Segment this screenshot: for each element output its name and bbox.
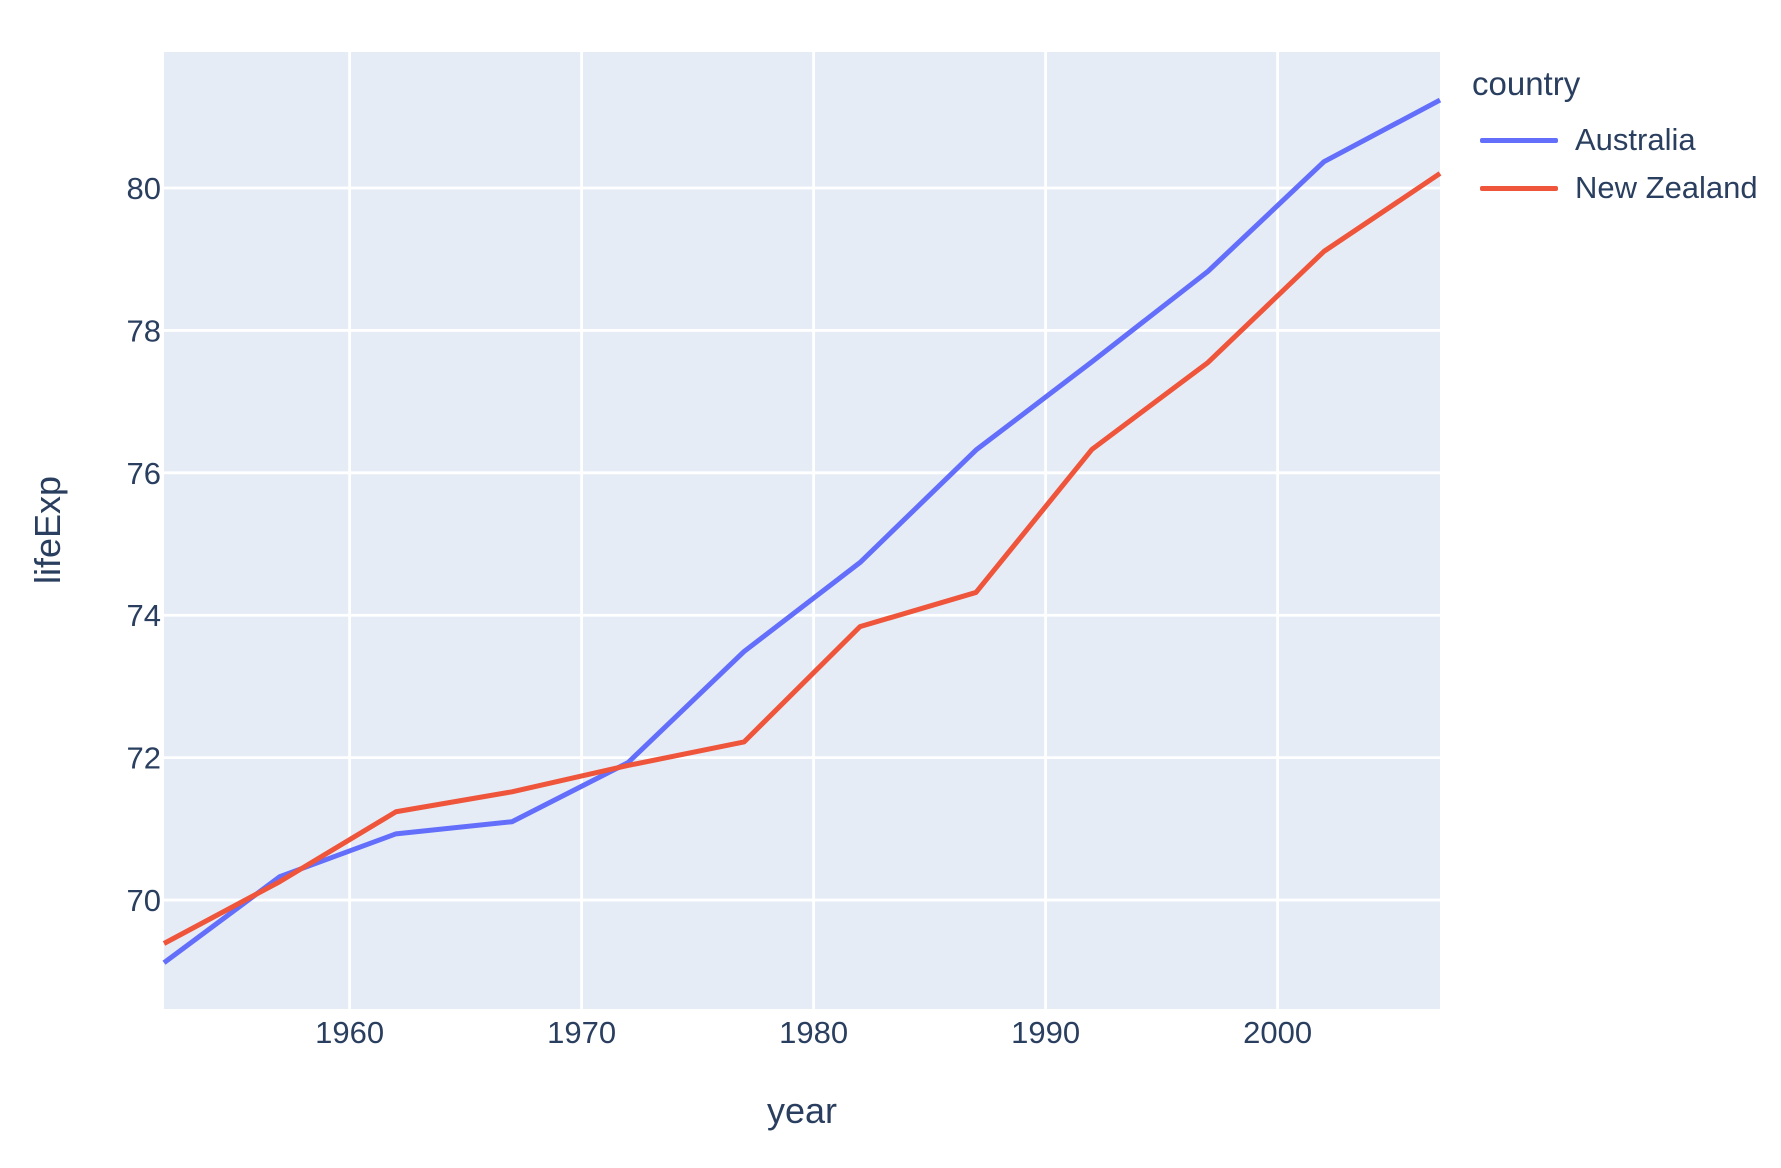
legend-label-australia: Australia: [1575, 122, 1696, 157]
legend-title: country: [1472, 65, 1581, 102]
y-tick-label: 78: [127, 313, 161, 348]
series-line-australia: [162, 97, 1442, 965]
y-tick-label: 70: [127, 883, 161, 918]
y-tick-label: 76: [127, 456, 161, 491]
legend: country Australia New Zealand: [1472, 64, 1758, 212]
plot-area[interactable]: [164, 52, 1440, 1009]
y-tick-label: 72: [127, 741, 161, 776]
x-tick-label: 1970: [547, 1015, 616, 1050]
legend-items: Australia New Zealand: [1472, 116, 1758, 212]
legend-label-new-zealand: New Zealand: [1575, 170, 1758, 205]
series-line-new-zealand: [162, 171, 1442, 946]
x-axis-title: year: [766, 1090, 838, 1131]
legend-item-australia[interactable]: Australia: [1472, 116, 1758, 164]
legend-item-new-zealand[interactable]: New Zealand: [1472, 164, 1758, 212]
y-axis-title: lifeExp: [27, 475, 68, 585]
y-tick-label: 74: [127, 598, 161, 633]
x-tick-label: 1960: [315, 1015, 384, 1050]
x-tick-label: 1980: [779, 1015, 848, 1050]
y-tick-label: 80: [127, 171, 161, 206]
legend-swatch-new-zealand: [1480, 185, 1558, 191]
x-tick-label: 2000: [1243, 1015, 1312, 1050]
x-tick-label: 1990: [1011, 1015, 1080, 1050]
legend-swatch-australia: [1480, 137, 1558, 143]
